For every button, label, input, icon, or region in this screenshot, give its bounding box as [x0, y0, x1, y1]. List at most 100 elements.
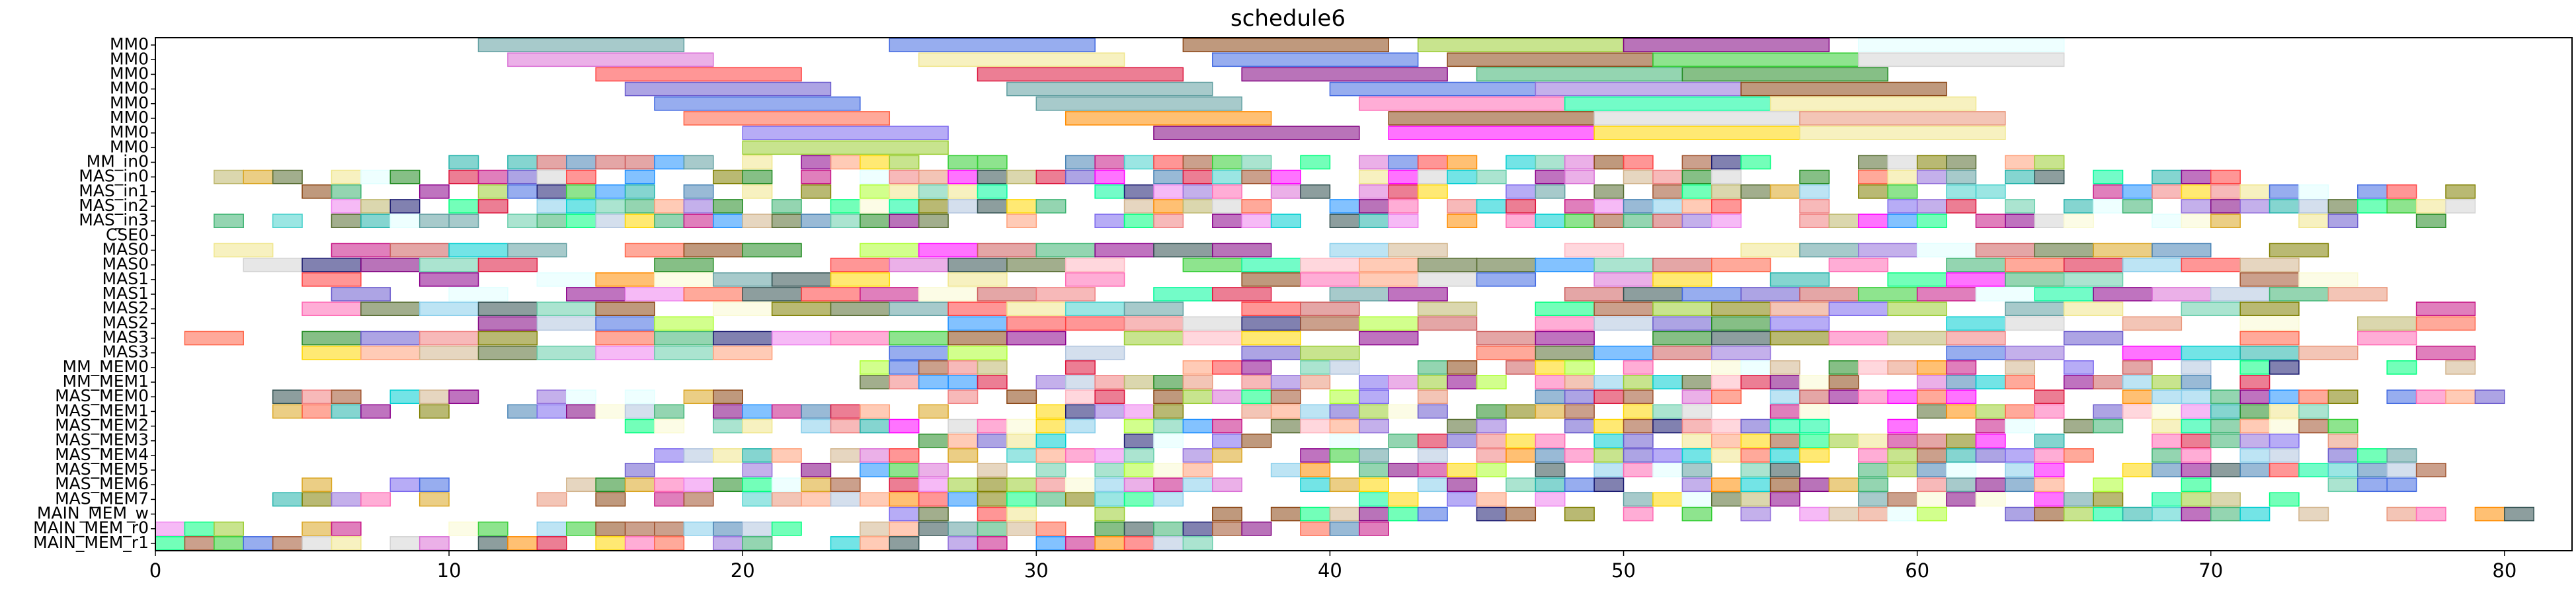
task-bar — [1153, 214, 1184, 228]
task-bar — [1035, 448, 1067, 463]
task-bar — [2357, 199, 2388, 214]
task-bar — [1858, 448, 1888, 463]
task-bar — [1652, 52, 1859, 67]
y-tick-label: MAS_in2 — [79, 196, 149, 215]
task-bar — [624, 199, 655, 214]
task-bar — [1300, 155, 1331, 170]
task-bar — [536, 404, 567, 419]
task-bar — [2298, 214, 2329, 228]
task-bar — [947, 169, 979, 184]
task-bar — [2152, 492, 2183, 507]
task-bar — [1006, 506, 1037, 522]
task-bar — [977, 463, 1008, 477]
task-bar — [1065, 316, 1125, 331]
task-bar — [595, 316, 655, 331]
task-bar — [214, 214, 244, 228]
task-bar — [1975, 214, 2006, 228]
task-bar — [1300, 257, 1360, 272]
task-bar — [1975, 404, 2006, 419]
task-bar — [1681, 375, 1712, 389]
task-bar — [1887, 418, 1918, 434]
task-bar — [713, 199, 743, 214]
task-bar — [1300, 418, 1331, 434]
task-bar — [624, 418, 655, 434]
task-bar — [1740, 506, 1771, 522]
task-bar — [2239, 375, 2271, 389]
task-bar — [536, 155, 567, 170]
task-bar — [830, 214, 861, 228]
task-bar — [595, 536, 626, 551]
task-bar — [1065, 418, 1096, 434]
task-bar — [1476, 418, 1507, 434]
task-bar — [1417, 389, 1448, 405]
task-bar — [1975, 418, 2006, 434]
task-bar — [1153, 243, 1213, 258]
task-bar — [1975, 492, 2006, 507]
task-bar — [2269, 404, 2300, 419]
task-bar — [448, 243, 508, 258]
task-bar — [1270, 214, 1301, 228]
task-bar — [1006, 521, 1037, 536]
task-bar — [1652, 214, 1683, 228]
task-bar — [1476, 506, 1507, 522]
task-bar — [977, 184, 1008, 199]
task-bar — [1623, 155, 1654, 170]
task-bar — [1593, 126, 1800, 140]
task-bar — [2063, 360, 2094, 375]
task-bar — [536, 492, 567, 507]
task-bar — [1711, 477, 1742, 493]
task-bar — [1359, 506, 1390, 522]
task-bar — [272, 214, 303, 228]
task-bar — [1535, 81, 1742, 97]
task-bar — [1035, 463, 1067, 477]
task-bar — [1447, 418, 1478, 434]
task-bar — [1006, 448, 1037, 463]
task-bar — [1388, 155, 1419, 170]
task-bar — [595, 301, 655, 317]
task-bar — [977, 418, 1008, 434]
task-bar — [889, 360, 920, 375]
task-bar — [1681, 404, 1712, 419]
task-bar — [654, 418, 685, 434]
task-bar — [214, 243, 274, 258]
task-bar — [1652, 492, 1683, 507]
task-bar — [2386, 463, 2417, 477]
task-bar — [360, 492, 391, 507]
task-bar — [2415, 506, 2446, 522]
task-bar — [1535, 433, 1566, 448]
task-bar — [2357, 477, 2388, 493]
task-bar — [624, 184, 655, 199]
task-bar — [1506, 360, 1537, 375]
task-bar — [830, 257, 891, 272]
task-bar — [1212, 521, 1242, 536]
task-bar — [2122, 257, 2183, 272]
task-bar — [918, 404, 949, 419]
task-bar — [1359, 448, 1390, 463]
task-bar — [1300, 272, 1360, 287]
task-bar — [889, 506, 920, 522]
task-bar — [1564, 199, 1595, 214]
task-bar — [2063, 331, 2124, 346]
task-bar — [1535, 155, 1566, 170]
task-bar — [801, 404, 832, 419]
task-bar — [1065, 404, 1096, 419]
task-bar — [566, 287, 626, 301]
task-bar — [654, 214, 685, 228]
task-bar — [2005, 301, 2065, 317]
task-bar — [1946, 375, 1977, 389]
task-bar — [1799, 287, 1859, 301]
task-bar — [1241, 389, 1272, 405]
task-bar — [1887, 272, 1947, 287]
task-bar — [1388, 433, 1419, 448]
task-bar — [1564, 155, 1595, 170]
task-bar — [1828, 331, 1888, 346]
task-bar — [302, 272, 362, 287]
task-bar — [1065, 169, 1096, 184]
task-bar — [1769, 418, 1800, 434]
task-bar — [1593, 272, 1654, 287]
task-bar — [1858, 155, 1888, 170]
task-bar — [2415, 463, 2446, 477]
task-bar — [1447, 463, 1478, 477]
task-bar — [1623, 404, 1654, 419]
task-bar — [243, 536, 274, 551]
